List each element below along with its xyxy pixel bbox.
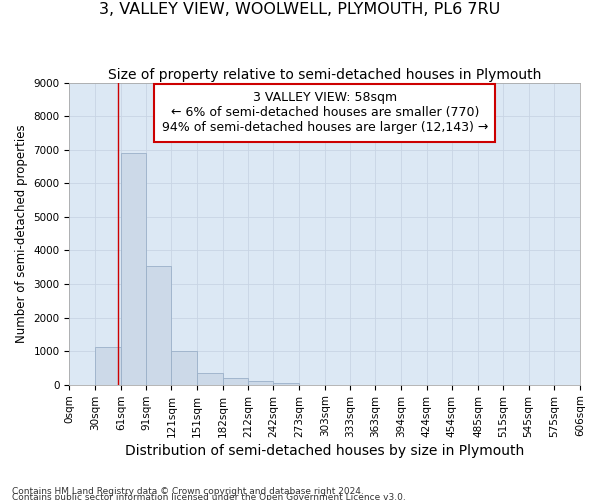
Text: Contains public sector information licensed under the Open Government Licence v3: Contains public sector information licen… <box>12 492 406 500</box>
Text: 3 VALLEY VIEW: 58sqm
← 6% of semi-detached houses are smaller (770)
94% of semi-: 3 VALLEY VIEW: 58sqm ← 6% of semi-detach… <box>161 91 488 134</box>
Bar <box>121 153 146 384</box>
Bar <box>223 378 248 384</box>
Bar <box>197 373 223 384</box>
Bar <box>95 347 121 385</box>
Bar <box>146 266 172 384</box>
Title: Size of property relative to semi-detached houses in Plymouth: Size of property relative to semi-detach… <box>108 68 541 82</box>
Text: 3, VALLEY VIEW, WOOLWELL, PLYMOUTH, PL6 7RU: 3, VALLEY VIEW, WOOLWELL, PLYMOUTH, PL6 … <box>100 2 500 18</box>
Bar <box>274 382 299 384</box>
X-axis label: Distribution of semi-detached houses by size in Plymouth: Distribution of semi-detached houses by … <box>125 444 524 458</box>
Bar <box>172 351 197 384</box>
Text: Contains HM Land Registry data © Crown copyright and database right 2024.: Contains HM Land Registry data © Crown c… <box>12 487 364 496</box>
Bar <box>248 382 274 384</box>
Y-axis label: Number of semi-detached properties: Number of semi-detached properties <box>15 124 28 343</box>
